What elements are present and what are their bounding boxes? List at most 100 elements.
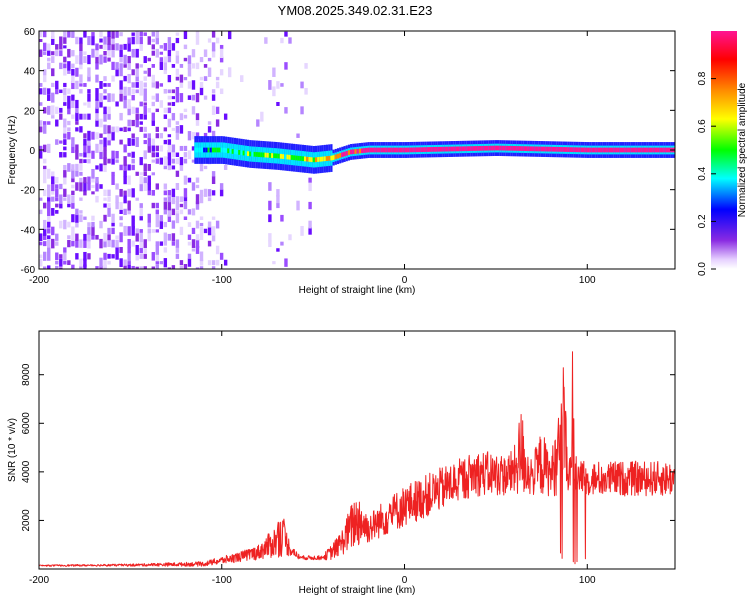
spectrogram-cell: [191, 132, 196, 140]
spectrogram-cell: [191, 146, 196, 151]
spectrogram-cell: [59, 267, 63, 269]
spectrogram-cell: [63, 102, 67, 106]
spectrogram-cell: [219, 88, 224, 95]
spectrogram-cell: [127, 200, 131, 211]
spectrogram-cell: [59, 152, 63, 158]
spectrogram-cell: [211, 266, 216, 269]
ridge-core: [652, 147, 655, 153]
snr-line: [39, 351, 675, 567]
spectrogram-cell: [67, 203, 71, 208]
spectrogram-cell: [95, 88, 99, 95]
spectrogram-cell: [171, 165, 176, 170]
spectrogram-cell: [63, 132, 67, 139]
spectrogram-cell: [51, 181, 55, 192]
ridge-core: [396, 147, 399, 153]
spectrogram-cell: [87, 130, 91, 141]
spectrogram-cell: [91, 131, 95, 140]
spectrogram-cell: [167, 214, 172, 222]
spectrogram-cell: [59, 50, 63, 57]
spectrogram-cell: [211, 233, 216, 242]
spectrogram-cell: [203, 76, 208, 82]
ridge-core: [575, 147, 579, 153]
spectrogram-cell: [195, 113, 200, 121]
spectrogram-cell: [203, 132, 208, 139]
spectrogram-cell: [67, 127, 71, 132]
spectrogram-cell: [83, 56, 87, 63]
spectrogram-cell: [163, 56, 168, 63]
spectrogram-cell: [268, 182, 272, 191]
ridge-core: [317, 157, 320, 162]
spectrogram-cell: [39, 88, 43, 95]
ridge-core: [562, 147, 565, 152]
spectrogram-cell: [187, 55, 192, 64]
spectrogram-cell: [79, 164, 83, 171]
spectrogram-cell: [107, 227, 111, 234]
spectrogram-cell: [39, 39, 43, 43]
spectrogram-cell: [195, 201, 200, 210]
spectrogram-cell: [143, 126, 147, 132]
spectrogram-cell: [123, 126, 127, 132]
spectrogram-cell: [63, 82, 67, 87]
spectrogram-cell: [175, 253, 180, 259]
spectrogram-cell: [139, 113, 143, 120]
spectrogram-cell: [207, 189, 212, 197]
spectrogram-cell: [155, 158, 159, 164]
spectrogram-cell: [131, 82, 135, 88]
ridge-core: [595, 147, 598, 153]
spectrogram-cell: [272, 67, 276, 77]
spectrogram-cell: [131, 188, 135, 198]
ridge-core: [593, 147, 596, 153]
spectrogram-cell: [187, 258, 192, 267]
spectrogram-cell: [139, 36, 143, 45]
spectrogram-cell: [143, 56, 147, 63]
ridge-core: [446, 146, 449, 152]
spectrogram-cell: [139, 42, 143, 51]
ridge-core: [505, 145, 508, 151]
spectrogram-cell: [75, 221, 79, 228]
spectrogram-cell: [183, 188, 188, 198]
spectrogram-cell: [91, 32, 95, 37]
spectrogram-cell: [155, 214, 159, 223]
spectrogram-cell: [147, 133, 151, 139]
spectrogram-cell: [127, 61, 131, 70]
spectrogram-cell: [103, 106, 107, 115]
spectrogram-cell: [51, 171, 55, 177]
spectrogram-cell: [272, 86, 276, 97]
spectrogram-cells: [39, 31, 312, 269]
spectrogram-cell: [103, 124, 107, 135]
spectrogram-cell: [103, 189, 107, 197]
spectrogram-cell: [115, 239, 119, 248]
spectrogram-cell: [143, 239, 147, 248]
ridge-core: [343, 151, 346, 157]
spectrogram-cell: [55, 233, 59, 241]
ridge-core: [308, 157, 311, 162]
spectrogram-cell: [159, 133, 164, 139]
spectrogram-cell: [135, 67, 139, 77]
spectrogram-cell: [147, 36, 151, 45]
spectrogram-cell: [135, 137, 139, 148]
spectrogram-cell: [115, 68, 119, 77]
ridge-core: [339, 153, 342, 158]
spectrogram-cell: [119, 89, 123, 94]
spectrogram-cell: [175, 182, 180, 190]
spectrogram-cell: [135, 48, 139, 58]
spectrogram-cell: [63, 56, 67, 63]
spectrogram-cell: [163, 209, 168, 215]
spectrogram-cell: [131, 94, 135, 101]
y-tick-label: 2000: [21, 509, 32, 532]
spectrogram-cell: [147, 182, 151, 191]
spectrogram-cell: [223, 164, 228, 170]
ridge-core: [523, 146, 526, 151]
spectrogram-cell: [107, 83, 111, 87]
ridge-core: [299, 156, 302, 161]
spectrogram-cell: [119, 209, 123, 214]
spectrogram-cell: [207, 226, 212, 236]
spectrogram-cell: [39, 254, 43, 259]
spectrogram-cell: [167, 164, 172, 171]
spectrogram-cell: [47, 207, 51, 217]
y-tick-label: 20: [24, 106, 36, 117]
spectrogram-cell: [155, 133, 159, 139]
spectrogram-cell: [87, 67, 91, 78]
spectrogram-cell: [151, 266, 155, 269]
spectrogram-cell: [79, 210, 83, 214]
